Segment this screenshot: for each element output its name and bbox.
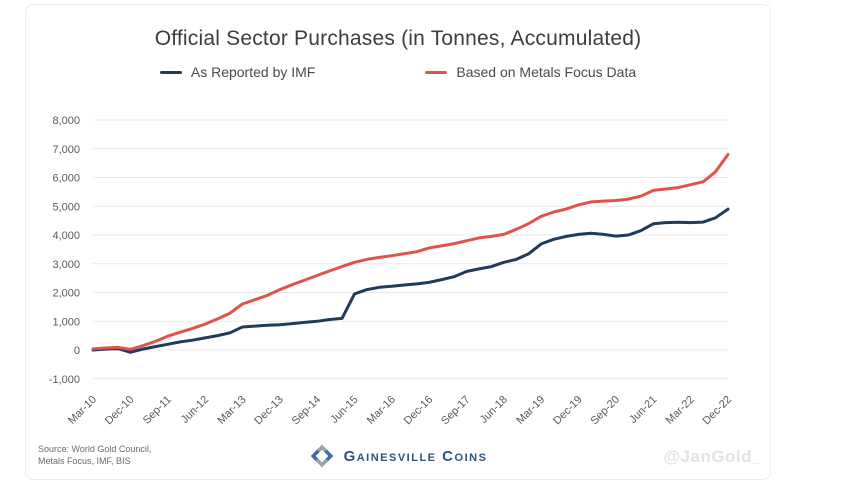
metals-focus-line xyxy=(91,153,730,351)
source-note: Source: World Gold Council, Metals Focus… xyxy=(38,443,151,467)
legend-item-metals-focus: Based on Metals Focus Data xyxy=(425,64,636,80)
x-axis-label: Sep-20 xyxy=(588,394,622,428)
source-note-line1: Source: World Gold Council, xyxy=(38,444,152,454)
watermark-handle: @JanGold_ xyxy=(663,447,762,466)
y-axis-label: 8,000 xyxy=(52,115,80,127)
imf-line xyxy=(91,207,730,354)
x-axis-label: Sep-11 xyxy=(141,394,174,427)
x-axis-label: Mar-22 xyxy=(664,394,697,427)
x-axis-label: Dec-13 xyxy=(252,394,286,428)
x-axis-label: Jun-21 xyxy=(627,394,659,426)
legend-label-metals-focus: Based on Metals Focus Data xyxy=(456,64,637,80)
x-axis-label: Sep-17 xyxy=(439,394,473,428)
imf-line-swatch xyxy=(159,70,182,74)
x-axis-label: Mar-16 xyxy=(365,394,398,427)
y-axis-label: -1,000 xyxy=(49,374,80,386)
y-axis-label: 5,000 xyxy=(52,201,80,213)
x-axis-label: Jun-12 xyxy=(179,394,211,426)
x-axis-label: Mar-19 xyxy=(514,394,547,427)
chart-title: Official Sector Purchases (in Tonnes, Ac… xyxy=(154,27,642,50)
y-axis-label: 0 xyxy=(74,345,80,357)
x-axis-label: Dec-16 xyxy=(402,394,436,428)
x-axis-label: Dec-22 xyxy=(701,394,735,428)
y-axis-label: 4,000 xyxy=(52,230,80,242)
x-axis-label: Sep-14 xyxy=(290,394,324,428)
chart-card: Official Sector Purchases (in Tonnes, Ac… xyxy=(25,4,771,480)
x-axis-label: Jun-15 xyxy=(328,394,360,426)
gainesville-coins-logo-icon xyxy=(310,444,333,468)
x-axis-label: Jun-18 xyxy=(478,394,510,426)
source-note-line2: Metals Focus, IMF, BIS xyxy=(38,456,131,466)
y-axis-label: 6,000 xyxy=(52,173,80,185)
x-axis-label: Dec-10 xyxy=(103,394,137,428)
gainesville-coins-logo: Gainesville Coins xyxy=(26,443,770,469)
legend-label-imf: As Reported by IMF xyxy=(190,64,316,80)
y-axis-label: 3,000 xyxy=(52,259,80,271)
x-axis-label: Mar-10 xyxy=(66,394,99,427)
y-axis-label: 7,000 xyxy=(52,144,80,156)
legend: As Reported by IMF Based on Metals Focus… xyxy=(26,64,770,80)
x-axis-label: Mar-13 xyxy=(215,394,248,427)
x-axis-label: Dec-19 xyxy=(551,394,585,428)
metals-focus-line-swatch xyxy=(425,70,448,74)
y-axis-label: 1,000 xyxy=(52,316,80,328)
y-axis-label: 2,000 xyxy=(52,288,80,300)
legend-item-imf: As Reported by IMF xyxy=(159,64,316,80)
gainesville-coins-logo-text: Gainesville Coins xyxy=(343,447,488,465)
